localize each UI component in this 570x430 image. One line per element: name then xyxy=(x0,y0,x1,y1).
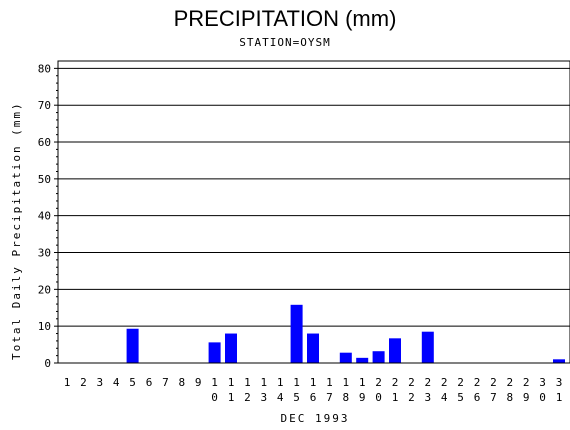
bar-day-5 xyxy=(126,328,139,363)
x-tick-label: 2 xyxy=(392,376,399,389)
x-tick-label: 1 xyxy=(244,376,251,389)
x-tick-label: 9 xyxy=(523,391,530,404)
x-tick-label: 2 xyxy=(474,376,481,389)
y-tick-label: 30 xyxy=(38,247,51,260)
x-tick-label: 2 xyxy=(244,391,251,404)
x-tick-label: 1 xyxy=(359,376,366,389)
x-tick-label: 2 xyxy=(408,376,415,389)
x-tick-label: 2 xyxy=(457,376,464,389)
x-tick-label: 1 xyxy=(228,391,235,404)
x-tick-label: 0 xyxy=(211,391,218,404)
x-tick-label: 0 xyxy=(539,391,546,404)
x-tick-label: 8 xyxy=(506,391,513,404)
x-tick-label: 3 xyxy=(556,376,563,389)
y-tick-label: 80 xyxy=(38,62,51,75)
x-tick-label: 1 xyxy=(64,376,71,389)
x-tick-label: 2 xyxy=(80,376,87,389)
x-axis-label: DEC 1993 xyxy=(280,412,350,425)
x-tick-label: 4 xyxy=(441,391,448,404)
bar-day-20 xyxy=(372,351,385,363)
x-tick-label: 0 xyxy=(375,391,382,404)
bar-day-23 xyxy=(421,331,434,363)
x-tick-label: 6 xyxy=(146,376,153,389)
x-tick-label: 1 xyxy=(211,376,218,389)
x-tick-label: 7 xyxy=(162,376,169,389)
y-tick-label: 40 xyxy=(38,210,51,223)
x-tick-label: 7 xyxy=(490,391,497,404)
x-tick-label: 8 xyxy=(178,376,185,389)
grid-lines xyxy=(58,67,570,327)
bar-day-21 xyxy=(389,338,401,363)
x-tick-label: 9 xyxy=(195,376,202,389)
y-tick-label: 60 xyxy=(38,136,51,149)
x-tick-label: 1 xyxy=(326,376,333,389)
y-axis-ticks: 0 10 20 30 40 50 60 70 80 xyxy=(38,62,58,370)
x-tick-label: 3 xyxy=(539,376,546,389)
x-tick-label: 5 xyxy=(293,391,300,404)
y-tick-label: 0 xyxy=(44,357,51,370)
x-tick-label: 1 xyxy=(310,376,317,389)
bars xyxy=(126,304,565,363)
x-tick-label: 2 xyxy=(441,376,448,389)
bar-day-31 xyxy=(553,359,565,363)
x-tick-label: 5 xyxy=(129,376,136,389)
x-tick-label: 2 xyxy=(490,376,497,389)
x-tick-label: 6 xyxy=(310,391,317,404)
x-tick-label: 7 xyxy=(326,391,333,404)
x-tick-label: 8 xyxy=(342,391,349,404)
x-tick-label: 6 xyxy=(474,391,481,404)
x-axis-ticks: 1 2 3 4 5 6 7 8 9 1011121314151617181920212223242… xyxy=(64,376,563,404)
x-tick-label: 1 xyxy=(293,376,300,389)
x-tick-label: 3 xyxy=(260,391,267,404)
x-tick-label: 9 xyxy=(359,391,366,404)
x-tick-label: 2 xyxy=(523,376,530,389)
bar-day-16 xyxy=(307,333,319,363)
y-tick-label: 20 xyxy=(38,283,51,296)
x-tick-label: 2 xyxy=(375,376,382,389)
x-tick-label: 2 xyxy=(424,376,431,389)
bar-day-10 xyxy=(208,342,221,363)
y-tick-label: 50 xyxy=(38,173,51,186)
x-tick-label: 4 xyxy=(113,376,120,389)
x-tick-label: 1 xyxy=(342,376,349,389)
chart-title: PRECIPITATION (mm) xyxy=(173,6,397,31)
x-tick-label: 4 xyxy=(277,391,284,404)
x-tick-label: 2 xyxy=(506,376,513,389)
x-tick-label: 2 xyxy=(408,391,415,404)
x-tick-label: 3 xyxy=(424,391,431,404)
chart-subtitle: STATION=OYSM xyxy=(239,36,331,49)
y-tick-label: 10 xyxy=(38,320,51,333)
bar-day-11 xyxy=(225,333,237,363)
x-tick-label: 5 xyxy=(457,391,464,404)
bar-day-19 xyxy=(356,357,369,363)
x-tick-label: 1 xyxy=(260,376,267,389)
bar-day-15 xyxy=(290,304,303,363)
x-tick-label: 1 xyxy=(277,376,284,389)
x-tick-label: 1 xyxy=(392,391,399,404)
x-tick-label: 1 xyxy=(228,376,235,389)
bar-day-18 xyxy=(339,352,352,363)
x-tick-label: 1 xyxy=(556,391,563,404)
plot-area-frame xyxy=(57,60,570,364)
x-tick-label: 3 xyxy=(96,376,103,389)
y-tick-label: 70 xyxy=(38,99,51,112)
